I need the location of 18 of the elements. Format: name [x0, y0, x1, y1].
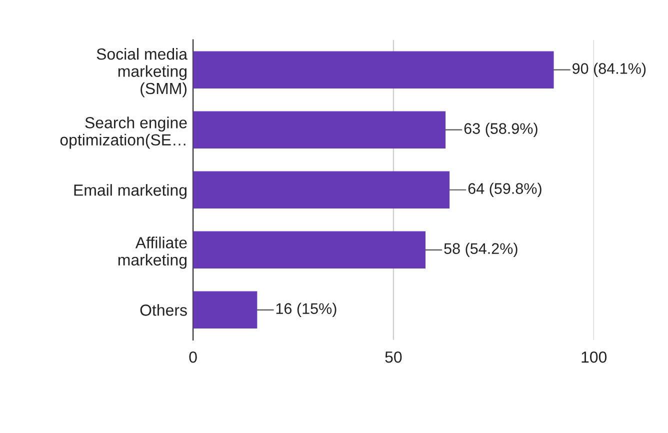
bar	[193, 51, 554, 88]
x-tick-label: 100	[582, 351, 607, 363]
y-tick-label: Others	[140, 304, 187, 316]
data-label: 16 (15%)	[276, 302, 336, 318]
bar	[193, 231, 426, 268]
bar	[193, 171, 450, 208]
data-label: 90 (84.1%)	[572, 62, 646, 77]
data-label: 64 (59.8%)	[468, 182, 542, 197]
x-tick-label: 0	[189, 351, 197, 363]
data-label: 58 (54.2%)	[444, 242, 518, 257]
y-tick-label: Affiliate marketing	[118, 236, 187, 269]
y-tick-label: Social media marketing (SMM)	[96, 48, 188, 98]
y-tick-label: Search engine optimization(SE…	[60, 116, 187, 149]
y-tick-label: Email marketing	[74, 184, 186, 199]
bar	[193, 291, 258, 328]
x-tick-label: 50	[385, 351, 402, 363]
data-label: 63 (58.9%)	[464, 122, 538, 137]
bar	[193, 111, 446, 148]
